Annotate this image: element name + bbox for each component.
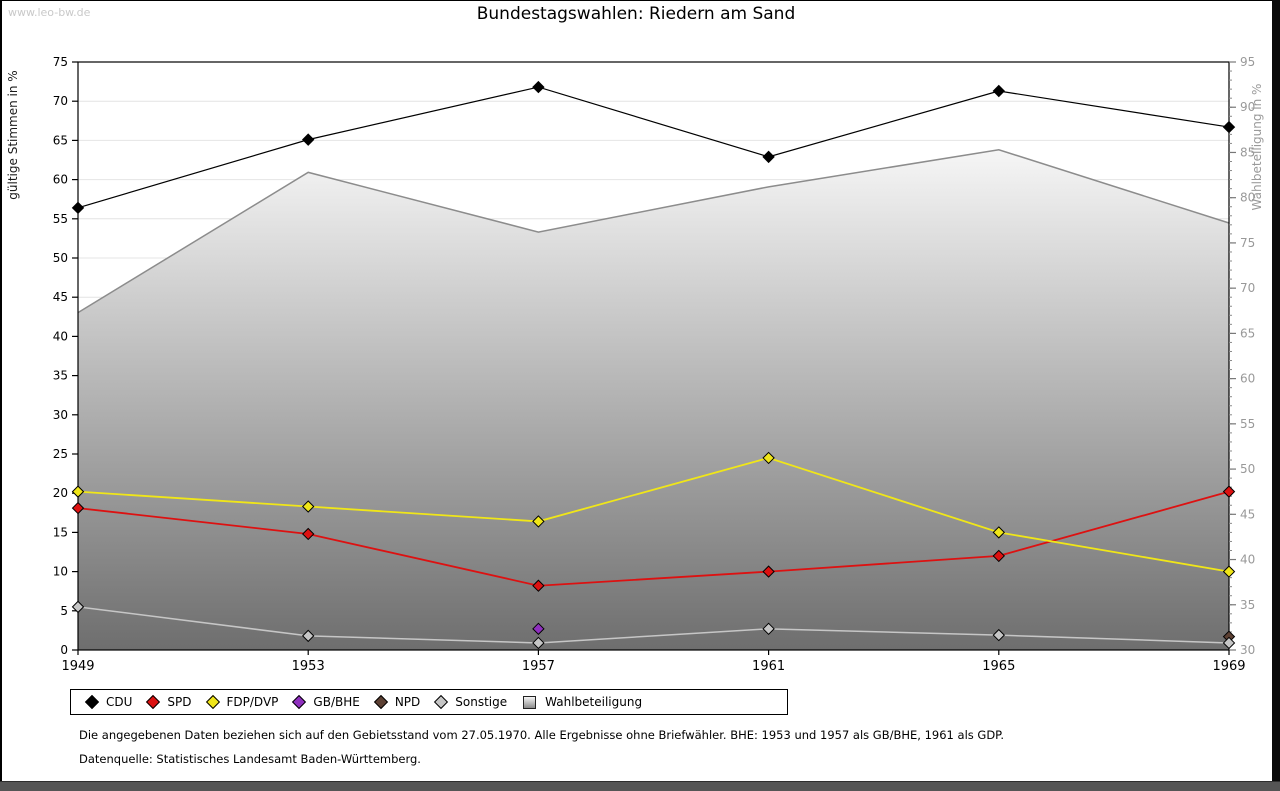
right-axis-ticks: 30 35 40 45 50 55 60 65 70 75 80 85 90 95 (1229, 55, 1255, 657)
legend-label: Wahlbeteiligung (545, 695, 643, 709)
right-axis-title: Wahlbeteiligung in % (1250, 83, 1264, 211)
svg-text:0: 0 (60, 643, 68, 657)
svg-text:35: 35 (1240, 598, 1255, 612)
svg-text:25: 25 (53, 447, 68, 461)
svg-text:1957: 1957 (522, 659, 555, 674)
legend-label: FDP/DVP (226, 695, 279, 709)
frame-border-right (1272, 0, 1280, 791)
fdp-diamond-icon (205, 694, 220, 710)
svg-text:45: 45 (53, 290, 68, 304)
svg-text:70: 70 (1240, 281, 1255, 295)
watermark: www.leo-bw.de (8, 6, 91, 19)
svg-text:10: 10 (53, 565, 68, 579)
svg-text:30: 30 (1240, 643, 1255, 657)
chart-canvas: 0 5 10 15 20 25 30 35 40 45 50 55 60 65 70 75 30 35 40 45 50… (6, 55, 1264, 674)
legend-item-spd: SPD (132, 694, 192, 710)
x-axis-ticks: 1949 1953 1957 1961 1965 1969 (61, 650, 1246, 674)
series-fdp-dvp (71, 451, 1236, 578)
left-axis-title: gültige Stimmen in % (6, 70, 20, 200)
svg-text:80: 80 (1240, 191, 1255, 205)
svg-text:55: 55 (1240, 417, 1255, 431)
svg-text:35: 35 (53, 369, 68, 383)
page-title: Bundestagswahlen: Riedern am Sand (476, 4, 796, 24)
npd-diamond-icon (373, 694, 388, 710)
series-cdu (71, 80, 1236, 215)
footnote-gebietsstand: Die angegebenen Daten beziehen sich auf … (79, 728, 1004, 742)
svg-text:5: 5 (60, 604, 68, 618)
svg-text:95: 95 (1240, 55, 1255, 69)
spd-diamond-icon (146, 694, 161, 710)
svg-text:50: 50 (1240, 462, 1255, 476)
series-spd (71, 485, 1236, 592)
legend-label: GB/BHE (313, 695, 360, 709)
left-axis-ticks: 0 5 10 15 20 25 30 35 40 45 50 55 60 65 70 75 (53, 55, 78, 657)
legend: CDU SPD FDP/DVP GB/BHE NPD Sonstige Wahl… (70, 689, 788, 715)
svg-text:60: 60 (53, 173, 68, 187)
legend-label: Sonstige (455, 695, 508, 709)
svg-text:1953: 1953 (292, 659, 325, 674)
legend-item-fdp: FDP/DVP (192, 694, 279, 710)
svg-text:15: 15 (53, 525, 68, 539)
legend-label: CDU (106, 695, 133, 709)
svg-text:65: 65 (1240, 326, 1255, 340)
svg-text:20: 20 (53, 486, 68, 500)
plot-border (77, 61, 1230, 651)
chart-svg: 0 5 10 15 20 25 30 35 40 45 50 55 60 65 70 75 30 35 40 45 50… (53, 55, 1256, 674)
svg-text:1961: 1961 (752, 659, 785, 674)
svg-text:1965: 1965 (982, 659, 1015, 674)
svg-text:75: 75 (1240, 236, 1255, 250)
legend-item-wahlbeteiligung: Wahlbeteiligung (507, 695, 642, 709)
legend-item-npd: NPD (360, 694, 421, 710)
svg-text:65: 65 (53, 133, 68, 147)
wahlbeteiligung-area-icon (523, 695, 537, 709)
legend-item-gbbhe: GB/BHE (278, 694, 360, 710)
svg-text:50: 50 (53, 251, 68, 265)
svg-text:90: 90 (1240, 100, 1255, 114)
svg-text:55: 55 (53, 212, 68, 226)
svg-text:30: 30 (53, 408, 68, 422)
legend-label: SPD (167, 695, 192, 709)
frame-border-left (0, 0, 2, 791)
svg-text:85: 85 (1240, 145, 1255, 159)
svg-text:75: 75 (53, 55, 68, 69)
legend-item-sonstige: Sonstige (420, 694, 508, 710)
series-sonstige (71, 600, 1236, 650)
svg-text:60: 60 (1240, 372, 1255, 386)
frame-border-bottom (0, 781, 1280, 791)
sonstige-diamond-icon (434, 694, 449, 710)
svg-text:45: 45 (1240, 507, 1255, 521)
legend-item-cdu: CDU (71, 694, 133, 710)
svg-text:1969: 1969 (1212, 659, 1245, 674)
svg-text:70: 70 (53, 94, 68, 108)
frame-border-top (0, 0, 1280, 1)
legend-label: NPD (394, 695, 421, 709)
svg-text:40: 40 (1240, 553, 1255, 567)
svg-text:1949: 1949 (61, 659, 94, 674)
gbbhe-diamond-icon (292, 694, 307, 710)
cdu-diamond-icon (84, 694, 100, 710)
series-gb-bhe (532, 622, 545, 636)
svg-text:40: 40 (53, 329, 68, 343)
series-wahlbeteiligung-area (77, 148, 1230, 651)
footnote-datenquelle: Datenquelle: Statistisches Landesamt Bad… (79, 752, 421, 766)
